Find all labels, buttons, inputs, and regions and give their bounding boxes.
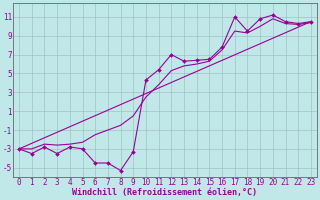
X-axis label: Windchill (Refroidissement éolien,°C): Windchill (Refroidissement éolien,°C): [72, 188, 258, 197]
